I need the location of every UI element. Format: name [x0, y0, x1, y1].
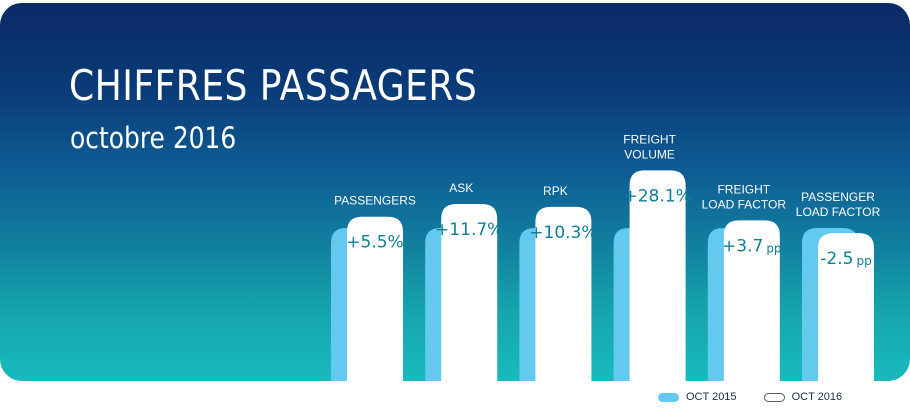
- data-label: +28.1%: [623, 186, 691, 206]
- bar-oct-2016: [441, 204, 498, 381]
- legend: OCT 2015 OCT 2016: [658, 389, 869, 405]
- legend-label-current: OCT 2016: [791, 391, 843, 403]
- category-label: ASK: [449, 181, 473, 195]
- legend-item-previous: OCT 2015: [658, 391, 737, 403]
- category-label: PASSENGER: [801, 190, 875, 204]
- chart-title: CHIFFRES PASSAGERS: [69, 61, 478, 110]
- category-group: RPK +10.3%: [519, 184, 598, 381]
- data-label: +11.7%: [435, 220, 503, 240]
- data-label: +10.3%: [529, 223, 597, 243]
- bar-oct-2016: [347, 216, 403, 381]
- legend-swatch-previous: [658, 392, 679, 402]
- legend-item-current: OCT 2016: [763, 391, 843, 403]
- data-label: -2.5 pp: [820, 249, 871, 269]
- data-label-unit: pp: [856, 254, 871, 268]
- bar-oct-2016: [535, 206, 592, 381]
- data-label-unit: pp: [766, 241, 781, 255]
- bar-oct-2016: [818, 233, 874, 381]
- data-label: +3.7 pp: [722, 236, 782, 256]
- legend-label-previous: OCT 2015: [686, 391, 737, 403]
- category-group: ASK +11.7%: [425, 181, 503, 381]
- data-label: +5.5%: [346, 233, 403, 253]
- bar-oct-2016: [629, 170, 686, 381]
- category-label: VOLUME: [624, 147, 675, 161]
- bar-oct-2016: [723, 220, 780, 381]
- chart-subtitle: octobre 2016: [70, 121, 237, 155]
- category-group: PASSENGERS +5.5%: [331, 194, 416, 381]
- category-label: LOAD FACTOR: [702, 197, 787, 211]
- category-label: FREIGHT: [717, 182, 770, 196]
- category-label: PASSENGERS: [334, 194, 416, 208]
- category-label: RPK: [543, 184, 568, 198]
- category-label: FREIGHT: [623, 132, 676, 146]
- legend-swatch-current: [763, 392, 785, 402]
- category-label: LOAD FACTOR: [796, 205, 881, 219]
